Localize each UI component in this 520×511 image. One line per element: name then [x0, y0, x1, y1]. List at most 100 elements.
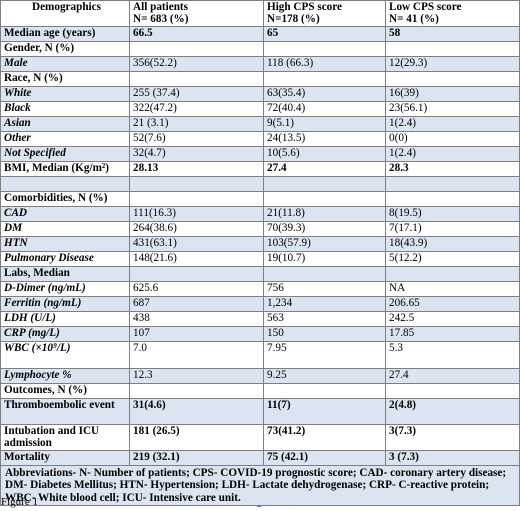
row-label-cell: Race, N (%)	[0, 71, 130, 87]
row-value-cell: 12(29.3)	[385, 56, 520, 72]
row-label-cell: Comorbidities, N (%)	[0, 191, 130, 207]
row-value-cell	[263, 41, 386, 57]
row-value-cell: 242.5	[385, 311, 520, 327]
row-label-cell: DM	[0, 221, 130, 237]
row-value-cell: 1,234	[263, 296, 386, 312]
row-value-cell	[263, 71, 386, 87]
row-value-cell: 264(38.6)	[129, 221, 264, 237]
row-value-cell: 9(5.1)	[263, 116, 386, 132]
row-value-cell	[263, 383, 386, 399]
row-value-cell: 181 (26.5)	[129, 424, 264, 451]
table-row: Mortality 219 (32.1) 75 (42.1) 3 (7.3)	[0, 450, 520, 466]
row-value-cell: 103(57.9)	[263, 236, 386, 252]
table-row: Outcomes, N (%)	[0, 383, 520, 399]
row-value-cell: 52(7.6)	[129, 131, 264, 147]
header-high-cps: High CPS score N=178 (%)	[263, 0, 386, 27]
table-row: BMI, Median (Kg/m²) 28.13 27.4 28.3	[0, 161, 520, 177]
table-row: Black 322(47.2) 72(40.4) 23(56.1)	[0, 101, 520, 117]
blue-marker	[257, 505, 261, 507]
row-value-cell: 73(41.2)	[263, 424, 386, 451]
table-row: Gender, N (%)	[0, 41, 520, 57]
row-value-cell: 27.4	[385, 368, 520, 384]
table-row: Race, N (%)	[0, 71, 520, 87]
row-label-cell: Median age (years)	[0, 26, 130, 42]
row-value-cell: 72(40.4)	[263, 101, 386, 117]
row-value-cell	[385, 191, 520, 207]
row-value-cell	[129, 71, 264, 87]
row-value-cell: 118 (66.3)	[263, 56, 386, 72]
row-value-cell: 21 (3.1)	[129, 116, 264, 132]
row-label-cell: HTN	[0, 236, 130, 252]
table-row: LDH (U/L) 438 563 242.5	[0, 311, 520, 327]
row-value-cell: 150	[263, 326, 386, 342]
row-value-cell: 1(2.4)	[385, 116, 520, 132]
row-value-cell	[385, 266, 520, 282]
header-all-patients: All patients N= 683 (%)	[129, 0, 264, 27]
row-value-cell: 255 (37.4)	[129, 86, 264, 102]
row-value-cell: 0(0)	[385, 131, 520, 147]
row-label-cell: CAD	[0, 206, 130, 222]
row-label-cell: Intubation and ICU admission	[0, 424, 130, 451]
row-value-cell: 70(39.3)	[263, 221, 386, 237]
row-value-cell	[129, 176, 264, 192]
row-value-cell: 322(47.2)	[129, 101, 264, 117]
row-value-cell: 66.5	[129, 26, 264, 42]
table-header-row: Demographics All patients N= 683 (%) High…	[0, 0, 520, 27]
row-value-cell: 63(35.4)	[263, 86, 386, 102]
row-value-cell: 21(11.8)	[263, 206, 386, 222]
row-value-cell	[263, 176, 386, 192]
row-value-cell: 148(21.6)	[129, 251, 264, 267]
abbreviations-row: Abbreviations- N- Number of patients; CP…	[0, 465, 520, 506]
row-label-cell: Outcomes, N (%)	[0, 383, 130, 399]
row-value-cell: 19(10.7)	[263, 251, 386, 267]
row-value-cell	[263, 191, 386, 207]
row-value-cell: 28.13	[129, 161, 264, 177]
row-label-cell: Mortality	[0, 450, 130, 466]
row-label-cell	[0, 176, 130, 192]
row-value-cell: 438	[129, 311, 264, 327]
row-value-cell: 5.3	[385, 341, 520, 369]
row-value-cell: 27.4	[263, 161, 386, 177]
table-row: Ferritin (ng/mL) 687 1,234 206.65	[0, 296, 520, 312]
row-value-cell: 58	[385, 26, 520, 42]
figure-caption: Figure 1	[1, 496, 38, 508]
row-label-cell: D-Dimer (ng/mL)	[0, 281, 130, 297]
row-value-cell: 65	[263, 26, 386, 42]
row-value-cell: 3(7.3)	[385, 424, 520, 451]
abbreviations-text: Abbreviations- N- Number of patients; CP…	[0, 465, 520, 506]
row-value-cell: 2(4.8)	[385, 398, 520, 425]
row-value-cell: 111(16.3)	[129, 206, 264, 222]
row-value-cell: 11(7)	[263, 398, 386, 425]
row-value-cell: 206.65	[385, 296, 520, 312]
row-value-cell	[385, 41, 520, 57]
table-row: Median age (years) 66.5 65 58	[0, 26, 520, 42]
header-demographics: Demographics	[0, 0, 130, 27]
row-value-cell: 24(13.5)	[263, 131, 386, 147]
table-row: Intubation and ICU admission 181 (26.5) 73…	[0, 424, 520, 451]
row-value-cell	[129, 191, 264, 207]
row-value-cell: 1(2.4)	[385, 146, 520, 162]
row-label-cell: Other	[0, 131, 130, 147]
row-value-cell: 10(5.6)	[263, 146, 386, 162]
row-label-cell: Pulmonary Disease	[0, 251, 130, 267]
row-label-cell: Gender, N (%)	[0, 41, 130, 57]
row-value-cell	[129, 383, 264, 399]
row-value-cell	[263, 266, 386, 282]
table-row	[0, 176, 520, 192]
table-row: Male 356(52.2) 118 (66.3) 12(29.3)	[0, 56, 520, 72]
row-value-cell: 5(12.2)	[385, 251, 520, 267]
header-low-cps: Low CPS score N= 41 (%)	[385, 0, 520, 27]
table-row: HTN 431(63.1) 103(57.9) 18(43.9)	[0, 236, 520, 252]
row-label-cell: Ferritin (ng/mL)	[0, 296, 130, 312]
row-label-cell: Black	[0, 101, 130, 117]
table-row: Thromboembolic event 31(4.6) 11(7) 2(4.8)	[0, 398, 520, 425]
row-value-cell	[129, 41, 264, 57]
row-value-cell	[385, 383, 520, 399]
row-label-cell: LDH (U/L)	[0, 311, 130, 327]
row-value-cell: 687	[129, 296, 264, 312]
row-label-cell: Not Specified	[0, 146, 130, 162]
table-row: Lymphocyte % 12.3 9.25 27.4	[0, 368, 520, 384]
table-row: Labs, Median	[0, 266, 520, 282]
table-row: White 255 (37.4) 63(35.4) 16(39)	[0, 86, 520, 102]
